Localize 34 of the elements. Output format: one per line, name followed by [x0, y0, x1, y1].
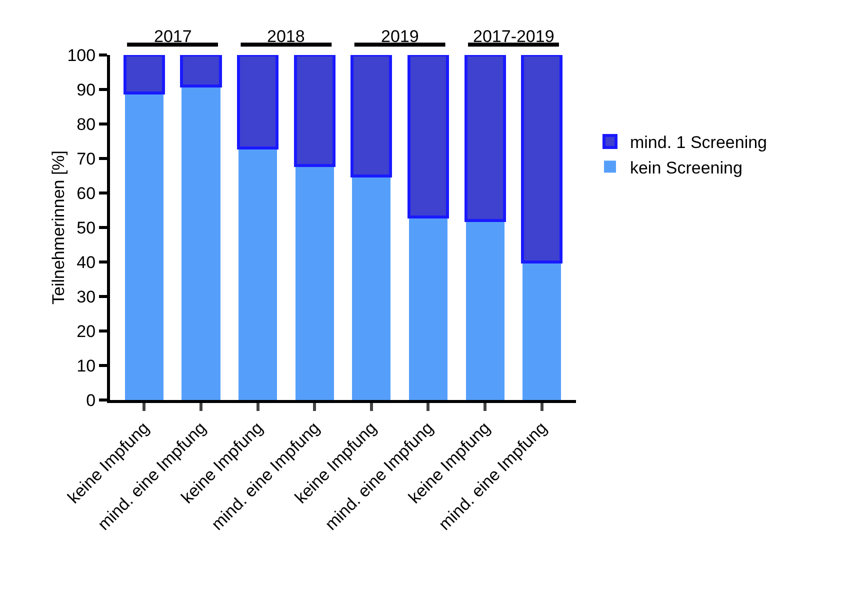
bar [124, 92, 164, 400]
bar [464, 55, 506, 222]
text: 2017 [154, 27, 192, 46]
y-tick-label: 10 [76, 356, 96, 376]
bar [180, 55, 222, 88]
bar [522, 262, 562, 400]
text: 2017-2019 [473, 27, 554, 46]
legend-label: kein Screening [630, 158, 742, 178]
y-tick-label: 0 [86, 390, 96, 410]
y-tick-label: 30 [76, 287, 96, 306]
legend-label: mind. 1 Screening [630, 133, 768, 152]
text: 2018 [267, 27, 305, 46]
bar [295, 165, 334, 400]
y-tick-label: 60 [76, 184, 96, 203]
y-tick-label: 100 [67, 46, 96, 65]
bar [350, 55, 392, 178]
bar [521, 55, 563, 264]
y-axis-title: Teilnehmerinnen [%] [49, 150, 68, 305]
bar [466, 220, 504, 400]
y-tick-label: 90 [76, 80, 96, 100]
bar [352, 176, 391, 400]
bar [123, 55, 165, 94]
y-tick-label: 80 [76, 114, 96, 134]
bar [238, 148, 278, 400]
y-tick-label: 50 [76, 218, 96, 238]
bar [182, 86, 220, 400]
text: 2019 [381, 27, 419, 46]
bar [408, 217, 448, 400]
bar [236, 55, 279, 150]
y-tick-label: 70 [76, 149, 96, 168]
y-tick-label: 20 [76, 322, 96, 341]
bar [407, 55, 450, 219]
y-tick-label: 40 [76, 252, 96, 272]
bar [294, 55, 336, 167]
